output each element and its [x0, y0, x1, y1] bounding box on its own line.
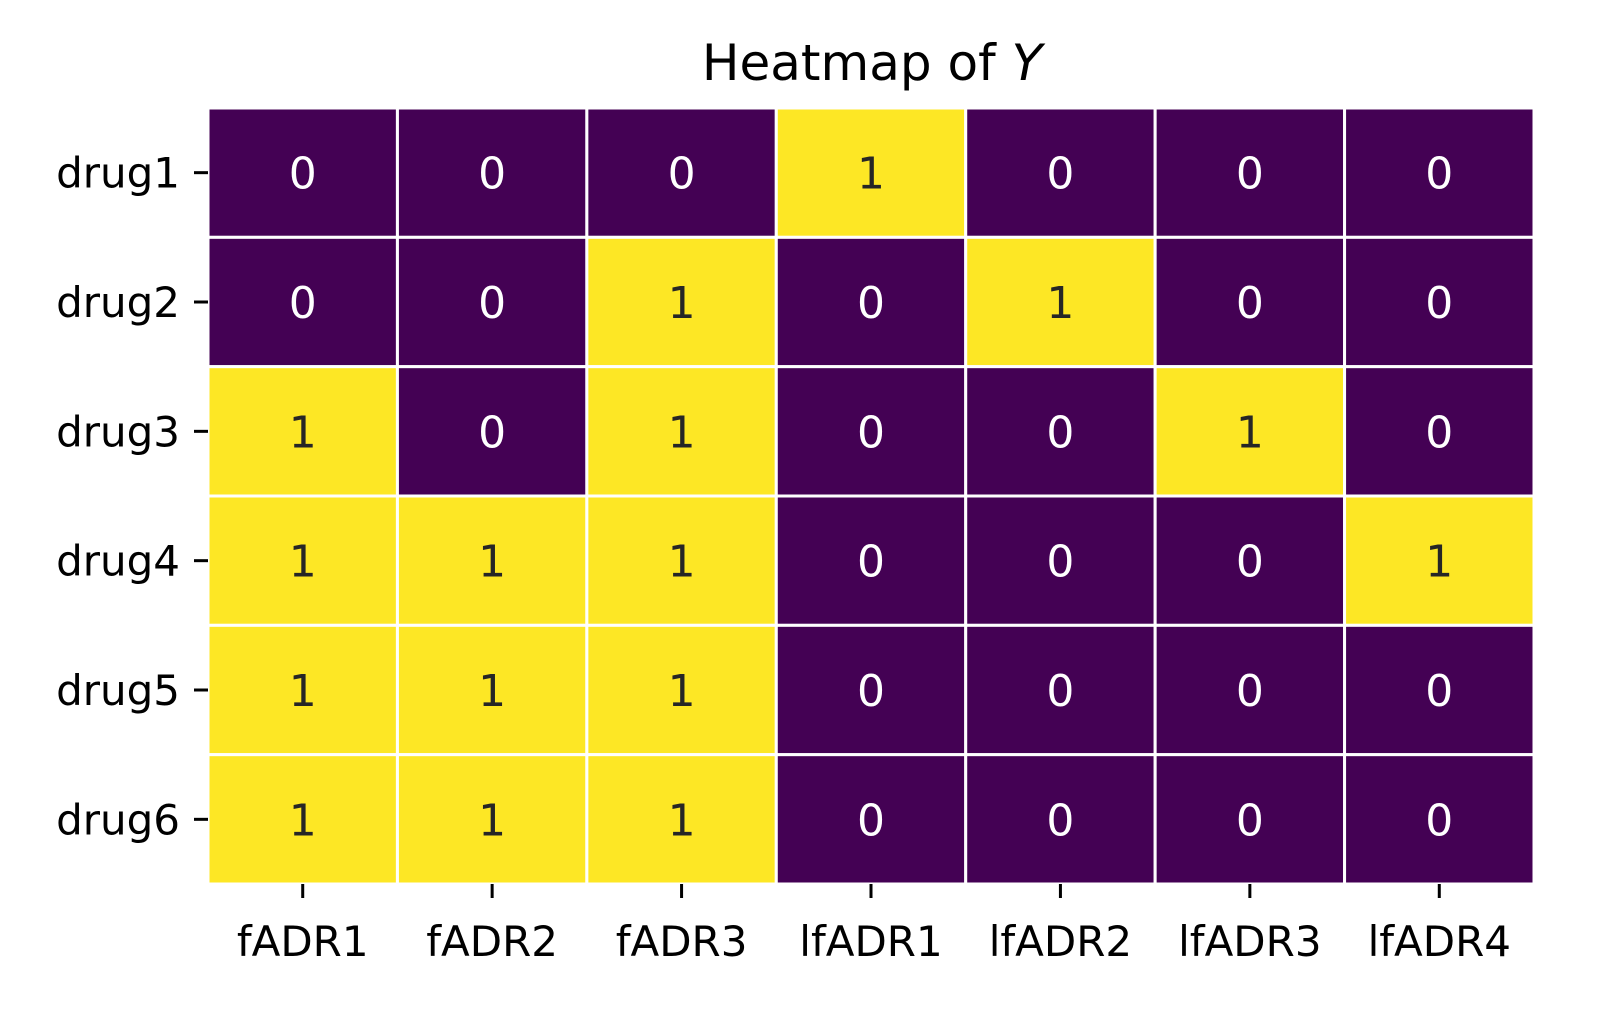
cell-value-label: 0 — [1236, 149, 1264, 200]
heatmap-cell-drug1-fADR1 — [206, 106, 399, 239]
heatmap-cell-drug3-fADR2 — [395, 365, 589, 498]
y-tick-label-drug1: drug1 — [56, 149, 180, 198]
cell-value-label: 0 — [857, 666, 885, 717]
cell-value-label: 0 — [478, 149, 506, 200]
cell-value-label: 1 — [478, 795, 506, 846]
cell-value-label: 1 — [1046, 278, 1074, 329]
heatmap-cell-drug6-lfADR1 — [774, 753, 968, 886]
heatmap-cell-drug6-lfADR2 — [964, 753, 1157, 886]
y-tick-label-drug2: drug2 — [56, 278, 180, 327]
x-tick-label-fADR2: fADR2 — [426, 917, 558, 966]
cell-value-label: 0 — [1425, 666, 1453, 717]
y-axis: drug1 drug2 drug3 drug4 drug5 drug6 — [56, 149, 208, 844]
cell-value-label: 0 — [1046, 666, 1074, 717]
cell-value-label: 0 — [1236, 278, 1264, 329]
cell-value-label: 1 — [857, 149, 885, 200]
chart-title: Heatmap of Y — [702, 34, 1046, 92]
cell-value-label: 0 — [857, 407, 885, 458]
cell-value-label: 0 — [1046, 795, 1074, 846]
heatmap-cell-drug1-lfADR3 — [1153, 106, 1347, 239]
chart-title-variable: Y — [1012, 34, 1046, 92]
cell-value-label: 0 — [668, 149, 696, 200]
heatmap-cells: 0 0 0 1 0 0 0 0 0 1 0 1 0 0 1 0 1 0 0 1 0 1 1 1 0 0 0 1 1 1 1 0 0 0 0 1 1 1 0 0… — [206, 106, 1536, 886]
cell-value-label: 1 — [289, 795, 317, 846]
cell-value-label: 1 — [1236, 407, 1264, 458]
heatmap-cell-drug3-lfADR1 — [774, 365, 968, 498]
heatmap-cell-drug2-fADR3 — [585, 235, 778, 369]
x-tick-label-lfADR1: lfADR1 — [799, 917, 942, 966]
cell-value-label: 0 — [289, 149, 317, 200]
cell-value-label: 1 — [478, 666, 506, 717]
heatmap-cell-drug5-fADR1 — [206, 623, 399, 757]
cell-value-label: 1 — [668, 537, 696, 588]
heatmap-cell-drug6-lfADR4 — [1343, 753, 1536, 886]
cell-value-label: 0 — [1236, 666, 1264, 717]
heatmap-cell-drug3-lfADR4 — [1343, 365, 1536, 498]
cell-value-label: 0 — [1236, 537, 1264, 588]
cell-value-label: 1 — [289, 407, 317, 458]
x-axis: fADR1 fADR2 fADR3 lfADR1 lfADR2 lfADR3 lfADR4 — [237, 884, 1511, 966]
cell-value-label: 0 — [478, 407, 506, 458]
cell-value-label: 0 — [857, 537, 885, 588]
x-tick-label-lfADR4: lfADR4 — [1368, 917, 1511, 966]
heatmap-cell-drug4-fADR2 — [395, 494, 589, 627]
y-tick-label-drug4: drug4 — [56, 537, 180, 586]
cell-value-label: 0 — [1425, 795, 1453, 846]
heatmap-cell-drug4-lfADR3 — [1153, 494, 1347, 627]
heatmap-cell-drug1-fADR3 — [585, 106, 778, 239]
heatmap-cell-drug4-fADR1 — [206, 494, 399, 627]
heatmap-cell-drug5-fADR3 — [585, 623, 778, 757]
cell-value-label: 1 — [668, 407, 696, 458]
cell-value-label: 0 — [1046, 407, 1074, 458]
heatmap-cell-drug3-fADR3 — [585, 365, 778, 498]
cell-value-label: 1 — [668, 278, 696, 329]
cell-value-label: 1 — [668, 795, 696, 846]
y-tick-label-drug5: drug5 — [56, 666, 180, 715]
heatmap-cell-drug2-lfADR2 — [964, 235, 1157, 369]
heatmap-cell-drug4-lfADR1 — [774, 494, 968, 627]
cell-value-label: 0 — [1425, 407, 1453, 458]
heatmap-cell-drug4-lfADR4 — [1343, 494, 1536, 627]
cell-value-label: 1 — [478, 537, 506, 588]
cell-value-label: 1 — [289, 537, 317, 588]
x-tick-label-lfADR3: lfADR3 — [1178, 917, 1321, 966]
x-tick-label-fADR1: fADR1 — [237, 917, 369, 966]
heatmap-cell-drug3-lfADR3 — [1153, 365, 1347, 498]
cell-value-label: 1 — [289, 666, 317, 717]
cell-value-label: 0 — [1046, 537, 1074, 588]
cell-value-label: 1 — [668, 666, 696, 717]
cell-value-label: 1 — [1425, 537, 1453, 588]
cell-value-label: 0 — [1425, 278, 1453, 329]
chart-title-text: Heatmap of — [702, 34, 1012, 92]
x-tick-label-lfADR2: lfADR2 — [989, 917, 1132, 966]
cell-value-label: 0 — [857, 278, 885, 329]
cell-value-label: 0 — [1046, 149, 1074, 200]
x-tick-label-fADR3: fADR3 — [616, 917, 748, 966]
y-tick-label-drug6: drug6 — [56, 795, 180, 844]
cell-value-label: 0 — [289, 278, 317, 329]
cell-value-label: 0 — [1236, 795, 1264, 846]
heatmap-cell-drug2-lfADR4 — [1343, 235, 1536, 369]
y-tick-label-drug3: drug3 — [56, 407, 180, 456]
heatmap-cell-drug6-fADR2 — [395, 753, 589, 886]
heatmap-cell-drug6-fADR1 — [206, 753, 399, 886]
heatmap-cell-drug1-fADR2 — [395, 106, 589, 239]
cell-value-label: 0 — [478, 278, 506, 329]
cell-value-label: 0 — [857, 795, 885, 846]
heatmap-cell-drug3-lfADR2 — [964, 365, 1157, 498]
cell-value-label: 0 — [1425, 149, 1453, 200]
